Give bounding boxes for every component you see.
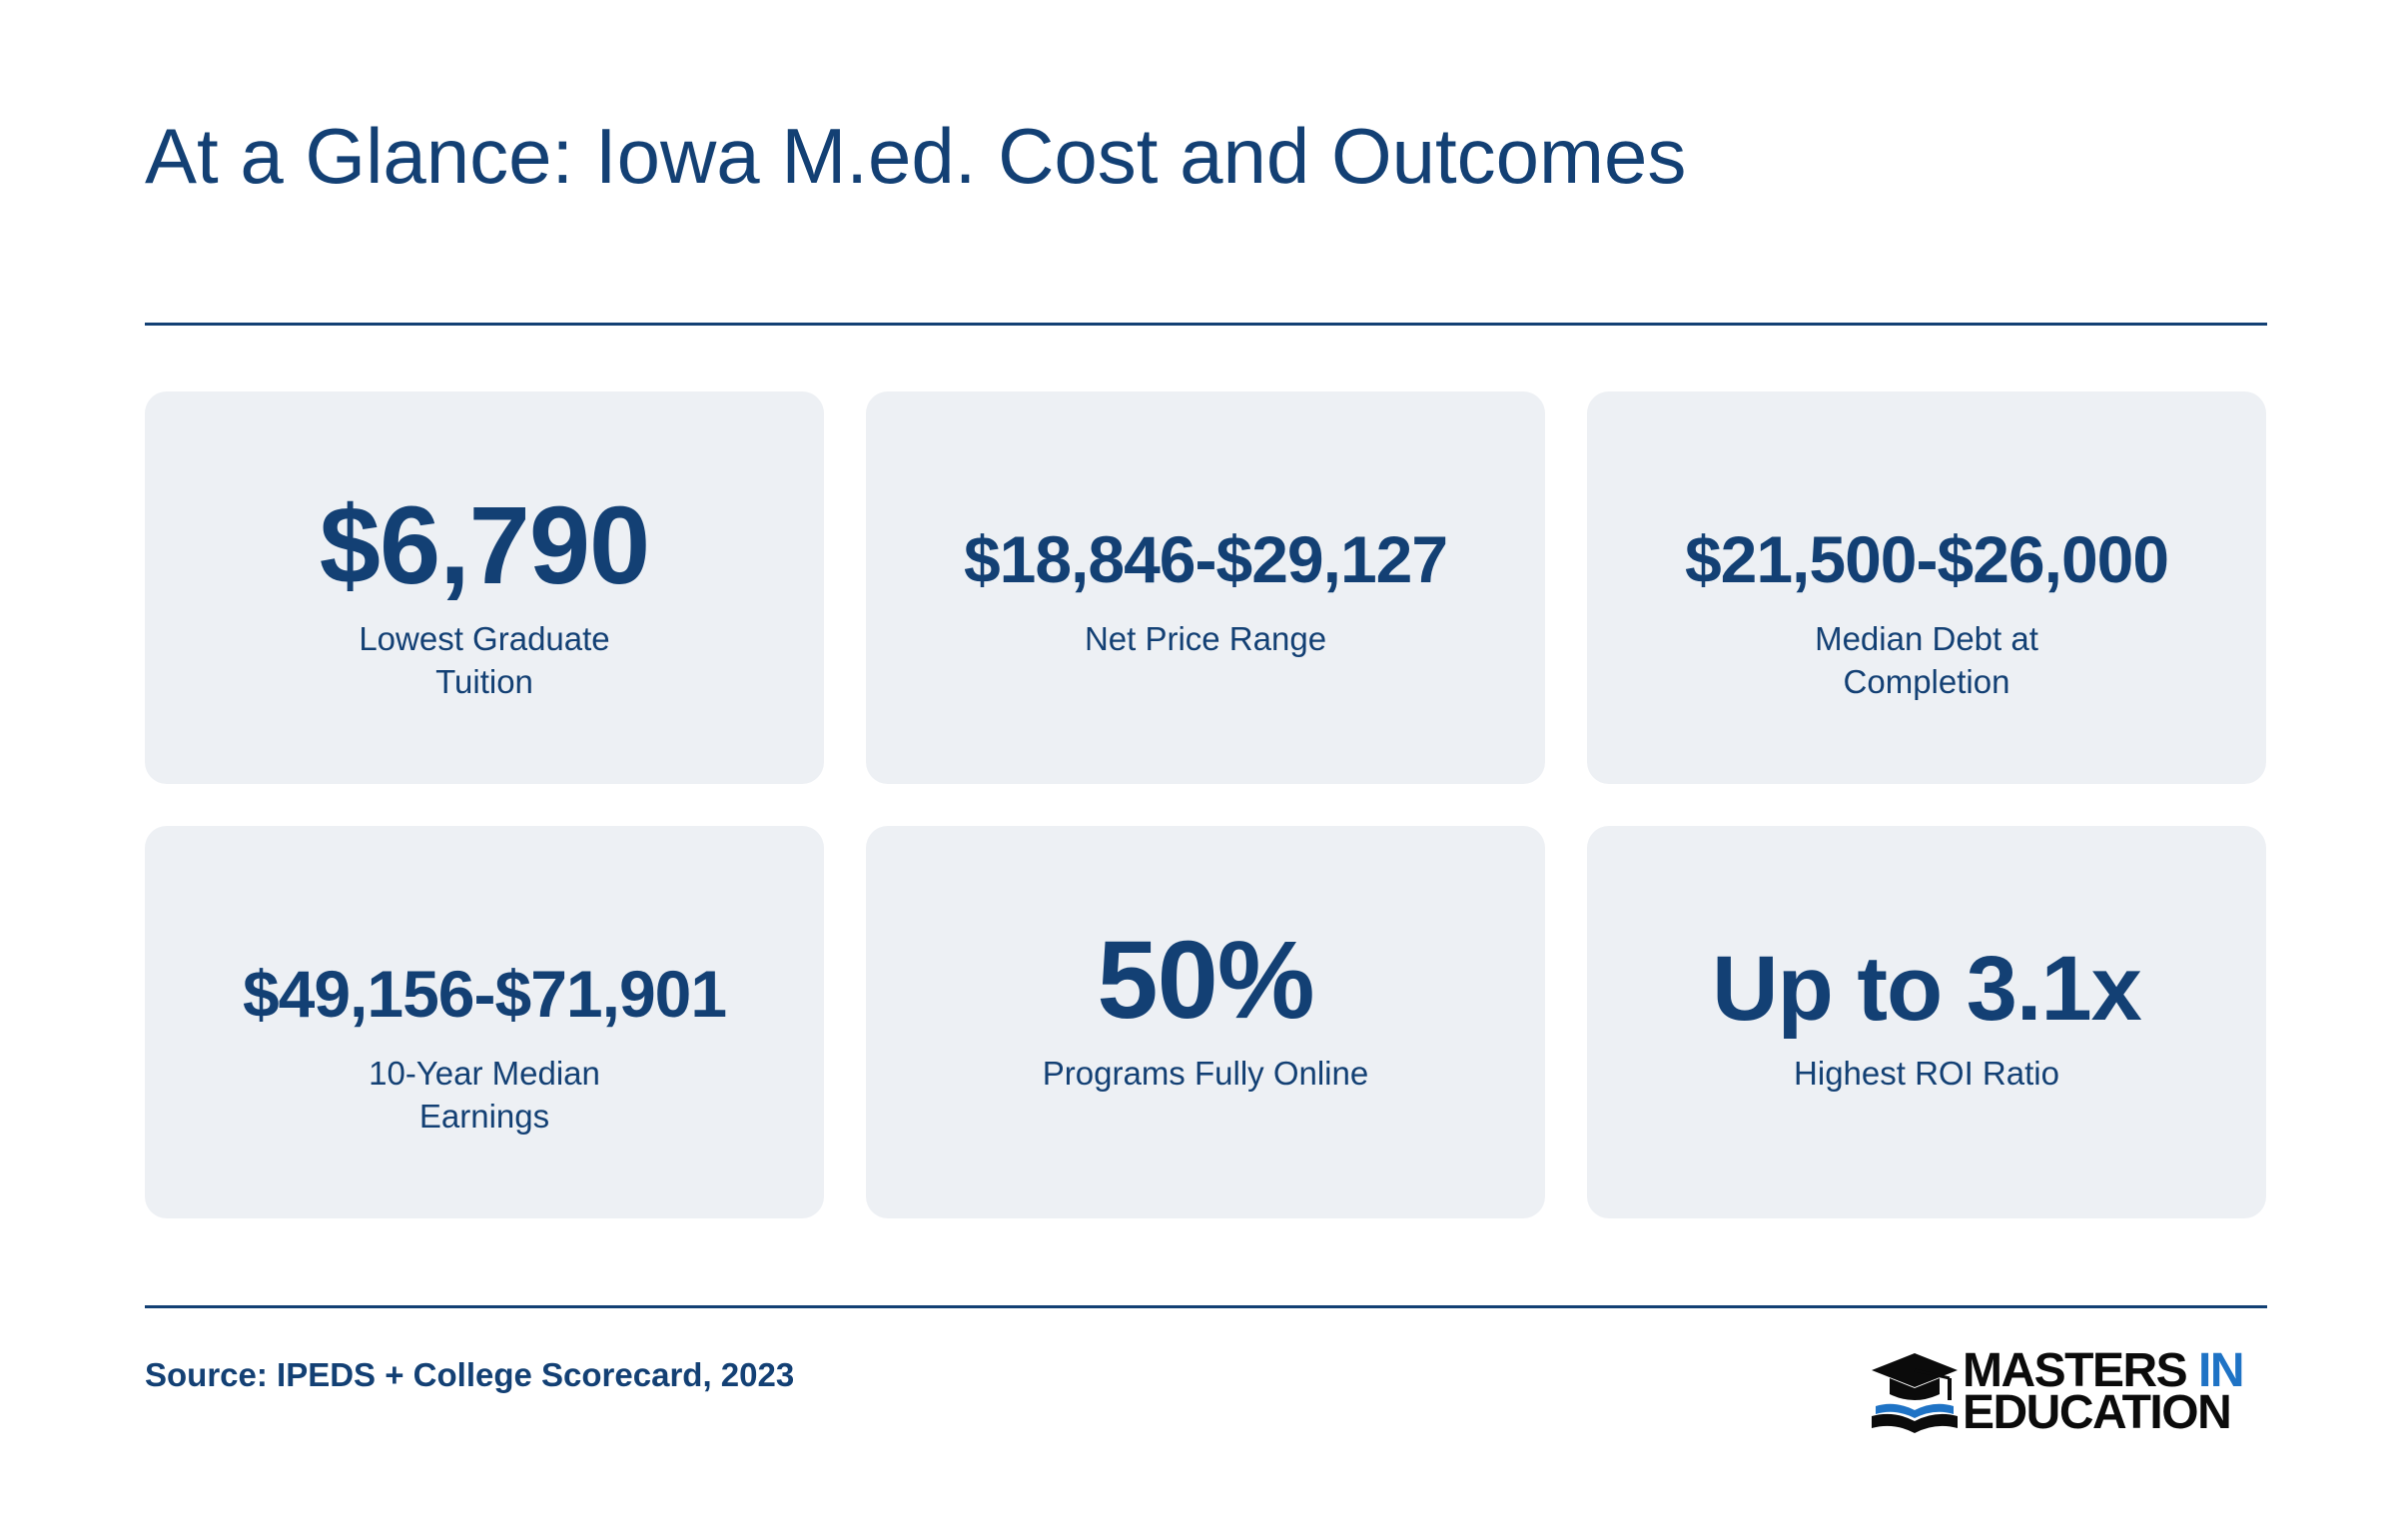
stat-label: Net Price Range bbox=[1084, 620, 1327, 657]
logo-word-masters: MASTERS bbox=[1963, 1344, 2188, 1397]
stat-label: Programs Fully Online bbox=[1042, 1055, 1369, 1092]
stat-label: 10-Year Median Earnings bbox=[369, 1055, 600, 1135]
stat-value: 50% bbox=[1097, 919, 1314, 1042]
stats-grid: $6,790 Lowest Graduate Tuition $18,846-$… bbox=[145, 391, 2267, 1218]
stat-value: $18,846-$29,127 bbox=[963, 522, 1448, 596]
stat-value: Up to 3.1x bbox=[1712, 938, 2142, 1040]
logo-word-education: EDUCATION bbox=[1963, 1386, 2232, 1439]
stat-card-net-price: $18,846-$29,127 Net Price Range bbox=[866, 391, 1545, 784]
page-title: At a Glance: Iowa M.ed. Cost and Outcome… bbox=[145, 112, 1687, 200]
stat-value: $49,156-$71,901 bbox=[242, 957, 727, 1031]
stat-card-programs-online: 50% Programs Fully Online bbox=[866, 826, 1545, 1218]
graduation-cap-book-icon bbox=[1870, 1348, 1960, 1448]
bottom-divider bbox=[145, 1305, 2267, 1308]
stat-card-median-earnings: $49,156-$71,901 10-Year Median Earnings bbox=[145, 826, 824, 1218]
stat-label: Lowest Graduate Tuition bbox=[359, 620, 610, 700]
stat-value: $21,500-$26,000 bbox=[1684, 522, 2169, 596]
source-note: Source: IPEDS + College Scorecard, 2023 bbox=[145, 1356, 795, 1393]
stat-label: Median Debt at Completion bbox=[1815, 620, 2038, 700]
logo-word-in: IN bbox=[2198, 1344, 2245, 1397]
masters-in-education-logo: MASTERS IN EDUCATION bbox=[1870, 1347, 2269, 1448]
top-divider bbox=[145, 323, 2267, 326]
stat-card-roi-ratio: Up to 3.1x Highest ROI Ratio bbox=[1587, 826, 2266, 1218]
logo-wordmark: MASTERS IN EDUCATION bbox=[1963, 1347, 2245, 1437]
stat-value: $6,790 bbox=[319, 484, 650, 607]
stat-card-median-debt: $21,500-$26,000 Median Debt at Completio… bbox=[1587, 391, 2266, 784]
stat-label: Highest ROI Ratio bbox=[1794, 1055, 2059, 1092]
stat-card-lowest-tuition: $6,790 Lowest Graduate Tuition bbox=[145, 391, 824, 784]
